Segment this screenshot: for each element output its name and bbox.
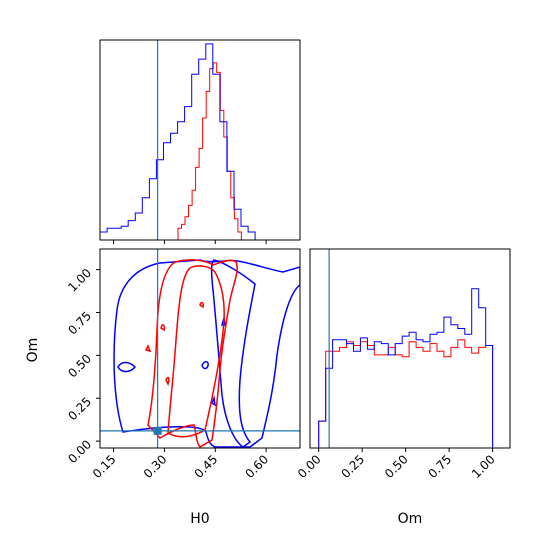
- contour-xaxis-tick-label: 0.15: [90, 452, 119, 481]
- red-contour-island3: [165, 376, 170, 386]
- histogram-H0-plot: [100, 40, 256, 240]
- histogram-Om-xaxis-tick-label: 0.00: [295, 452, 324, 481]
- xaxis-label-H0: H0: [190, 511, 209, 527]
- truth-lines: [100, 249, 300, 448]
- histogram-H0-series-red: [177, 62, 242, 240]
- histogram-Om-ticks: 0.00 0.25 0.50 0.75 1.00: [295, 448, 498, 481]
- contour-yaxis-tick-label: 0.00: [65, 437, 94, 466]
- histogram-Om-frame: [309, 248, 511, 449]
- yaxis-label-Om: Om: [25, 338, 41, 363]
- red-contour-outer: [147, 259, 238, 448]
- red-contour-inner: [167, 265, 225, 438]
- contour-plot: [100, 249, 300, 448]
- histogram-Om-xaxis-tick-label: 0.75: [425, 452, 454, 481]
- histogram-H0-series-blue: [100, 43, 256, 240]
- contour-xaxis-tick-label: 0.45: [192, 452, 221, 481]
- contour-yaxis-tick-label: 1.00: [65, 266, 94, 295]
- histogram-H0-ticks: [113, 240, 267, 244]
- histogram-Om-series-blue: [318, 288, 494, 448]
- blue-contour-mid: [210, 259, 256, 448]
- contour-xaxis-tick-label: 0.30: [141, 452, 170, 481]
- truth-point: [153, 426, 162, 435]
- histogram-Om-panel: 0.00 0.25 0.50 0.75 1.00: [295, 248, 511, 481]
- histogram-Om-series-red: [318, 339, 494, 448]
- histogram-Om-xaxis-tick-label: 1.00: [469, 452, 498, 481]
- contour-xaxis-tick-label: 0.60: [242, 452, 271, 481]
- red-contour-island4: [199, 301, 204, 309]
- contour-yaxis-tick-label: 0.25: [65, 394, 94, 423]
- contour-frame: [99, 248, 301, 449]
- blue-contour-inner-mark1: [201, 361, 209, 370]
- xaxis-label-Om: Om: [398, 511, 423, 527]
- blue-contour-inner-mark3: [211, 395, 216, 407]
- contour-panel: 0.15 0.30 0.45 0.60 0.00 0.25 0.50 0.75 1.00: [65, 248, 301, 481]
- red-contour-island2: [160, 324, 165, 332]
- blue-contour-inner-left: [117, 361, 137, 373]
- contour-yaxis-tick-label: 0.50: [65, 352, 94, 381]
- histogram-H0-frame: [99, 39, 301, 241]
- histogram-Om-xaxis-tick-label: 0.25: [339, 452, 368, 481]
- blue-contour-outer: [113, 259, 300, 448]
- red-contours: [144, 259, 238, 448]
- histogram-H0-panel: [99, 39, 301, 244]
- histogram-Om-plot: [318, 249, 494, 448]
- histogram-Om-xaxis-tick-label: 0.50: [382, 452, 411, 481]
- contour-yaxis-tick-label: 0.75: [65, 309, 94, 338]
- red-contour-island1: [144, 344, 152, 353]
